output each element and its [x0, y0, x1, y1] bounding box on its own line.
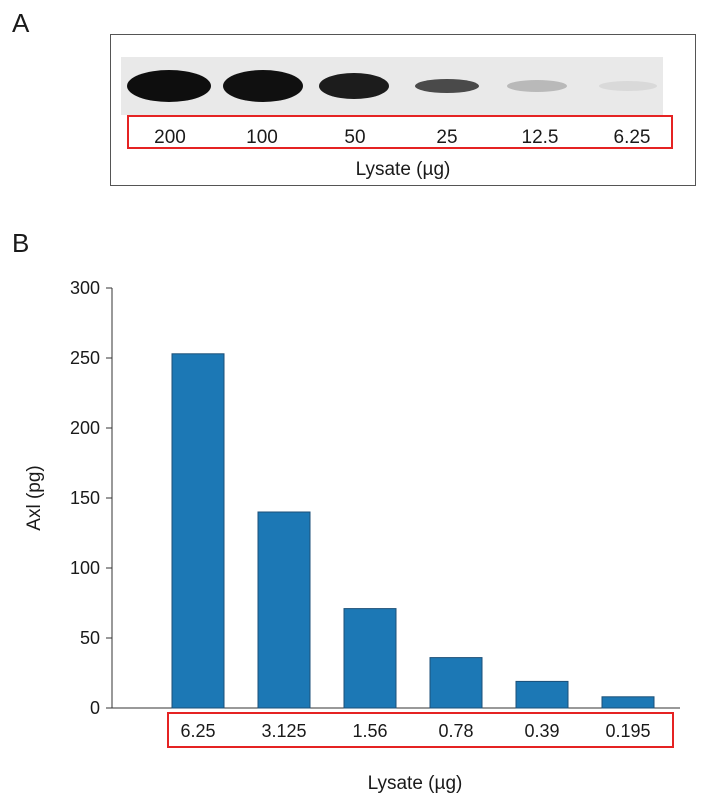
bar — [343, 608, 397, 709]
x-tick-label: 6.25 — [180, 721, 215, 741]
blot-band-1 — [127, 70, 211, 102]
panel-a-letter: A — [12, 8, 30, 38]
bar — [429, 657, 483, 709]
lane-label: 25 — [436, 127, 458, 148]
bar — [601, 696, 655, 709]
y-tick-label: 300 — [70, 278, 100, 298]
blot-band-4 — [415, 79, 479, 93]
x-tick-label: 0.195 — [605, 721, 650, 741]
bar — [257, 511, 311, 709]
y-tick-label: 0 — [90, 698, 100, 718]
y-tick-label: 200 — [70, 418, 100, 438]
y-tick-label: 150 — [70, 488, 100, 508]
lane-label: 200 — [154, 127, 186, 148]
panel-b-letter: B — [12, 228, 30, 258]
lane-label: 100 — [246, 127, 278, 148]
x-tick-label: 1.56 — [352, 721, 387, 741]
y-tick-label: 50 — [80, 628, 100, 648]
x-axis-label: Lysate (µg) — [368, 773, 463, 794]
bar — [171, 353, 225, 709]
blot-band-2 — [223, 70, 303, 102]
y-tick-label: 250 — [70, 348, 100, 368]
western-blot-panel: 200 100 50 25 12.5 6.25 Lysate (µg) — [110, 34, 696, 186]
blot-band-6 — [599, 81, 657, 91]
lane-label: 12.5 — [521, 127, 559, 148]
lane-label-box — [127, 115, 673, 149]
bar — [515, 680, 569, 709]
blot-unit-label: Lysate (µg) — [355, 159, 451, 180]
x-tick-box — [167, 712, 674, 748]
blot-band-5 — [507, 80, 567, 92]
blot-image — [121, 57, 663, 115]
lane-label: 50 — [344, 127, 366, 148]
blot-band-3 — [319, 73, 389, 99]
x-tick-label: 0.39 — [524, 721, 559, 741]
y-axis-label: Axl (pg) — [24, 465, 45, 530]
y-tick-label: 100 — [70, 558, 100, 578]
x-tick-label: 3.125 — [261, 721, 306, 741]
lane-label: 6.25 — [613, 127, 651, 148]
x-tick-label: 0.78 — [438, 721, 473, 741]
